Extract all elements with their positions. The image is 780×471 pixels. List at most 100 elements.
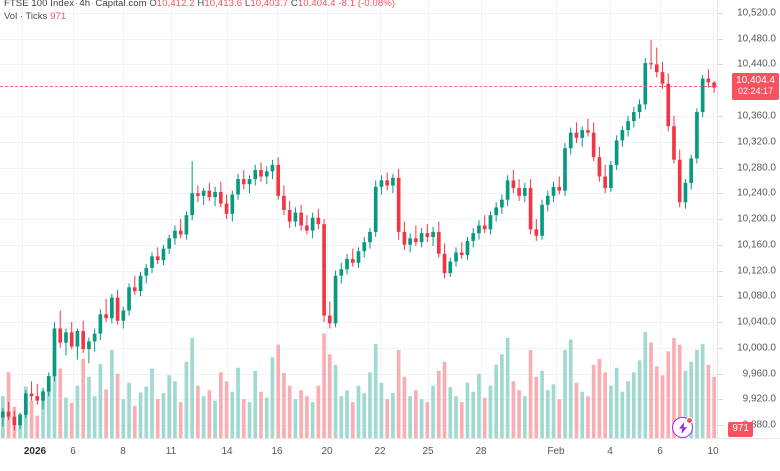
volume-bar — [396, 349, 401, 438]
volume-bar — [64, 397, 68, 438]
candle-body — [672, 126, 676, 160]
candle-body — [379, 180, 384, 187]
price-tick-label: 10,120.0 — [737, 265, 776, 276]
candle-body — [402, 231, 407, 245]
volume-bar — [494, 364, 498, 438]
candle-body — [92, 333, 97, 342]
price-tick-mark — [718, 12, 723, 14]
last-price-badge[interactable]: 10,404.4 02:24:17 — [732, 73, 779, 100]
volume-bar — [144, 386, 149, 438]
candle-body — [373, 186, 378, 232]
candle-body — [563, 148, 567, 191]
volume-bar — [110, 349, 114, 438]
grid-line-vertical — [123, 0, 124, 438]
volume-bar — [253, 370, 258, 438]
candle-body — [29, 393, 34, 397]
candle-body — [643, 63, 648, 105]
time-tick-label: 8 — [120, 446, 126, 457]
volume-bar — [637, 360, 642, 438]
candle-body — [482, 225, 487, 230]
volume-bar — [362, 393, 367, 438]
volume-bar — [425, 402, 430, 438]
candlestick-series — [1, 39, 716, 438]
candle-body — [276, 164, 281, 196]
candle-body — [528, 188, 533, 230]
last-price-countdown: 02:24:17 — [738, 86, 774, 96]
grid-line-horizontal — [0, 167, 717, 169]
candle-body — [494, 207, 498, 216]
volume-bar — [132, 405, 137, 438]
volume-bar — [259, 391, 263, 438]
volume-bar — [241, 399, 246, 438]
candle-body — [270, 164, 275, 172]
volume-bar — [150, 368, 154, 438]
volume-bar — [29, 400, 34, 438]
volume-value-badge[interactable]: 971 — [728, 422, 753, 437]
last-price-value: 10,404.4 — [736, 75, 775, 86]
candle-body — [356, 251, 361, 263]
candle-wick — [249, 175, 251, 194]
volume-bar — [523, 396, 527, 438]
candle-body — [511, 180, 516, 189]
candle-wick — [656, 47, 658, 78]
volume-bar — [339, 396, 344, 438]
price-axis[interactable]: 10,520.0 10,480.0 10,440.0 10,360.0 10,320.0… — [717, 0, 780, 456]
chart-plot-area[interactable] — [0, 0, 717, 438]
volume-bar — [517, 390, 521, 438]
candle-body — [620, 130, 625, 141]
volume-bar — [391, 393, 395, 438]
volume-bar — [173, 381, 177, 438]
candle-body — [247, 179, 252, 185]
volume-bar — [534, 376, 539, 438]
candle-body — [436, 231, 441, 254]
candle-body — [75, 331, 80, 347]
volume-bar — [293, 399, 298, 438]
lightning-bolt-icon[interactable] — [672, 417, 693, 438]
grid-line-horizontal — [0, 193, 717, 195]
grid-line-horizontal — [0, 64, 717, 66]
volume-bar — [230, 391, 235, 438]
candle-body — [408, 238, 412, 245]
volume-bar — [431, 385, 435, 438]
candle-body — [236, 179, 240, 195]
volume-bar — [580, 391, 585, 438]
candle-body — [64, 332, 68, 343]
volume-bar — [356, 385, 361, 438]
grid-line-vertical — [171, 0, 172, 438]
volume-bar — [219, 372, 223, 438]
volume-bar — [448, 387, 453, 438]
candle-body — [419, 233, 424, 243]
candle-body — [385, 180, 390, 186]
time-tick-label: 22 — [374, 446, 386, 457]
time-tick-label: 10 — [707, 446, 719, 457]
volume-bar — [666, 351, 671, 438]
candle-body — [115, 297, 120, 321]
candle-body — [637, 104, 642, 113]
candle-body — [52, 328, 57, 377]
volume-bar — [563, 349, 567, 438]
volume-bar — [316, 385, 321, 438]
volume-bar — [46, 379, 51, 438]
volume-bar — [75, 385, 80, 438]
candle-body — [368, 231, 372, 243]
price-tick-label: 10,520.0 — [737, 7, 776, 19]
grid-line-vertical — [73, 0, 74, 438]
candle-body — [287, 209, 292, 222]
volume-bar — [557, 399, 562, 438]
candle-body — [540, 204, 544, 236]
price-tick-label: 9,960.0 — [742, 368, 776, 380]
time-axis[interactable]: 2026 6 8 11 14 16 20 22 25 28 Feb 4 6 10 — [0, 438, 780, 471]
volume-bar — [505, 337, 510, 438]
candle-wick — [191, 161, 193, 221]
volume-bar — [310, 402, 315, 438]
volume-bar — [299, 390, 303, 438]
candle-body — [310, 217, 315, 231]
candle-body — [425, 233, 430, 238]
candle-body — [58, 328, 63, 343]
volume-bar — [408, 396, 412, 438]
volume-bar — [236, 367, 240, 438]
candle-wick — [105, 298, 107, 323]
candle-body — [69, 332, 74, 347]
price-tick-mark — [718, 322, 723, 324]
